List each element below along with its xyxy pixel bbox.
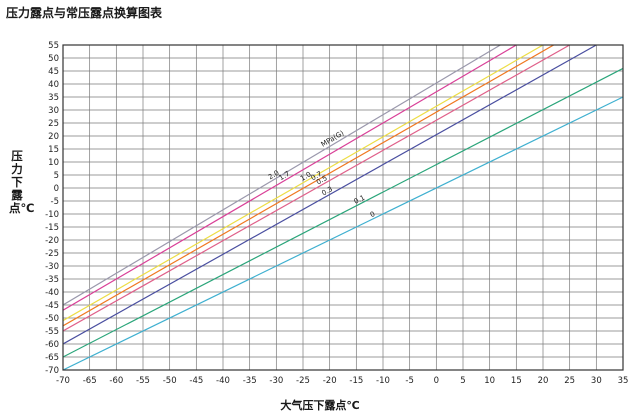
y-tick-label: -15 (45, 223, 59, 233)
x-tick-label: 35 (618, 376, 629, 386)
series-label: 0.3 (320, 185, 334, 197)
y-tick-label: -10 (45, 210, 59, 220)
series-line (63, 45, 517, 311)
series-line (63, 45, 554, 327)
grid (62, 44, 624, 371)
y-tick-label: -50 (45, 314, 59, 324)
x-tick-label: -35 (243, 376, 257, 386)
y-tick-label: 15 (48, 145, 59, 155)
y-tick-label: 20 (48, 132, 59, 142)
y-tick-label: -65 (45, 353, 59, 363)
x-tick-label: -55 (136, 376, 150, 386)
y-tick-label: -70 (45, 366, 59, 376)
series-label: 2.0 (267, 169, 281, 182)
x-tick-label: 25 (564, 376, 575, 386)
x-tick-label: 30 (591, 376, 602, 386)
y-tick-label: -35 (45, 275, 59, 285)
x-tick-label: 20 (538, 376, 549, 386)
y-tick-label: 10 (48, 158, 59, 168)
x-tick-label: -5 (405, 376, 413, 386)
x-tick-label: 5 (460, 376, 465, 386)
x-tick-label: -65 (83, 376, 97, 386)
y-tick-label: 30 (48, 106, 59, 116)
x-tick-label: 0 (434, 376, 439, 386)
y-tick-label: -30 (45, 262, 59, 272)
series-label: 0 (369, 210, 377, 219)
chart-title: 压力露点与常压露点换算图表 (6, 6, 163, 20)
x-tick-label: -40 (216, 376, 230, 386)
x-tick-label: -60 (109, 376, 123, 386)
y-tick-label: 55 (48, 41, 59, 51)
x-tick-label: -20 (323, 376, 337, 386)
y-tick-label: 40 (48, 80, 59, 90)
series-line (63, 45, 570, 332)
x-tick-label: -25 (296, 376, 310, 386)
series-line (63, 67, 623, 358)
x-tick-label: 10 (484, 376, 495, 386)
series-line (63, 45, 597, 345)
y-tick-label: -40 (45, 288, 59, 298)
series-line (63, 45, 544, 322)
x-tick-label: 15 (511, 376, 522, 386)
series-label: 0.1 (353, 194, 367, 206)
tick-labels: -70 -65 -60 -55 -50 -45 -40 -35 -30 -25 -20 -15 -10-… (45, 41, 628, 386)
series-lines (63, 45, 623, 370)
y-tick-label: -5 (51, 197, 59, 207)
x-tick-label: -15 (349, 376, 363, 386)
y-tick-label: 35 (48, 93, 59, 103)
y-tick-label: -60 (45, 340, 59, 350)
y-tick-label: 25 (48, 119, 59, 129)
series-line (63, 96, 623, 370)
y-tick-label: -45 (45, 301, 59, 311)
y-tick-label: -20 (45, 236, 59, 246)
series-line (63, 45, 501, 306)
x-axis-label: 大气压下露点℃ (280, 399, 360, 412)
x-tick-label: -70 (56, 376, 70, 386)
y-tick-label: 50 (48, 54, 59, 64)
x-tick-label: -50 (163, 376, 177, 386)
series-label: 1.0 (299, 170, 313, 182)
y-tick-label: 0 (54, 184, 59, 194)
x-tick-label: -10 (376, 376, 390, 386)
x-tick-label: -45 (189, 376, 203, 386)
x-tick-label: -30 (269, 376, 283, 386)
y-tick-label: 45 (48, 67, 59, 77)
y-tick-label: 5 (54, 171, 59, 181)
y-tick-label: -25 (45, 249, 59, 259)
plot-frame (62, 44, 624, 371)
y-tick-label: -55 (45, 327, 59, 337)
